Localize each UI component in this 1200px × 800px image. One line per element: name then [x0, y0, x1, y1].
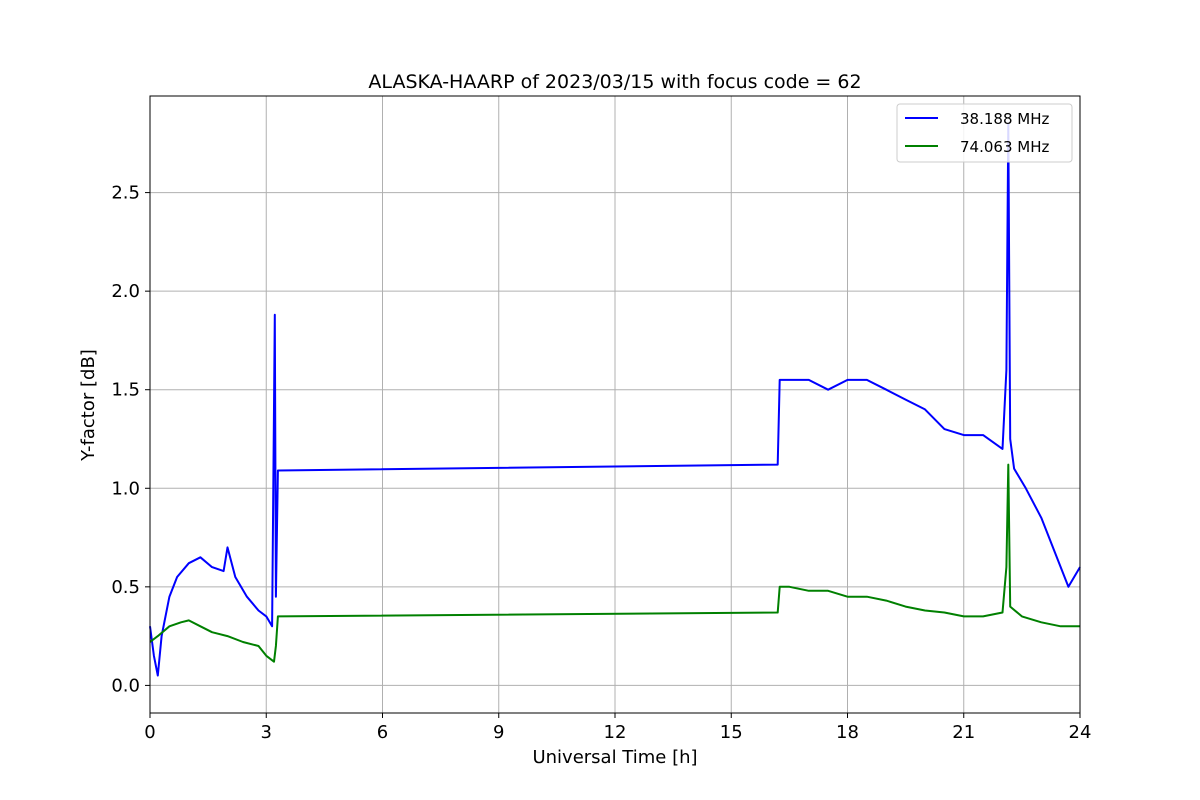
- x-tick-label: 0: [144, 722, 155, 743]
- chart-title: ALASKA-HAARP of 2023/03/15 with focus co…: [368, 71, 861, 93]
- x-tick-label: 3: [261, 722, 272, 743]
- y-tick-label: 1.5: [111, 380, 140, 401]
- legend-label-38mhz: 38.188 MHz: [960, 110, 1049, 128]
- series-line-74mhz: [149, 463, 1080, 663]
- y-axis: 0.0 0.5 1.0 1.5 2.0 2.5: [111, 183, 150, 696]
- series-line-38mhz: [149, 122, 1081, 677]
- x-axis: 0 3 6 9 12 15 18 21 24: [144, 713, 1091, 743]
- x-tick-label: 15: [720, 722, 743, 743]
- legend-box: [896, 103, 1073, 163]
- legend: 38.188 MHz 74.063 MHz: [896, 103, 1073, 163]
- y-tick-label: 1.0: [111, 478, 140, 499]
- y-tick-label: 0.0: [111, 675, 140, 696]
- y-tick-label: 2.5: [111, 183, 140, 204]
- y-axis-label: Y-factor [dB]: [78, 349, 99, 462]
- x-tick-label: 9: [493, 722, 504, 743]
- legend-label-74mhz: 74.063 MHz: [960, 138, 1049, 156]
- y-tick-label: 0.5: [111, 577, 140, 598]
- x-axis-label: Universal Time [h]: [532, 747, 697, 768]
- x-tick-label: 12: [604, 722, 627, 743]
- series-layer: [149, 122, 1081, 677]
- y-tick-label: 2.0: [111, 281, 140, 302]
- x-tick-label: 18: [836, 722, 859, 743]
- x-tick-label: 21: [952, 722, 975, 743]
- x-tick-label: 6: [377, 722, 388, 743]
- x-tick-label: 24: [1069, 722, 1092, 743]
